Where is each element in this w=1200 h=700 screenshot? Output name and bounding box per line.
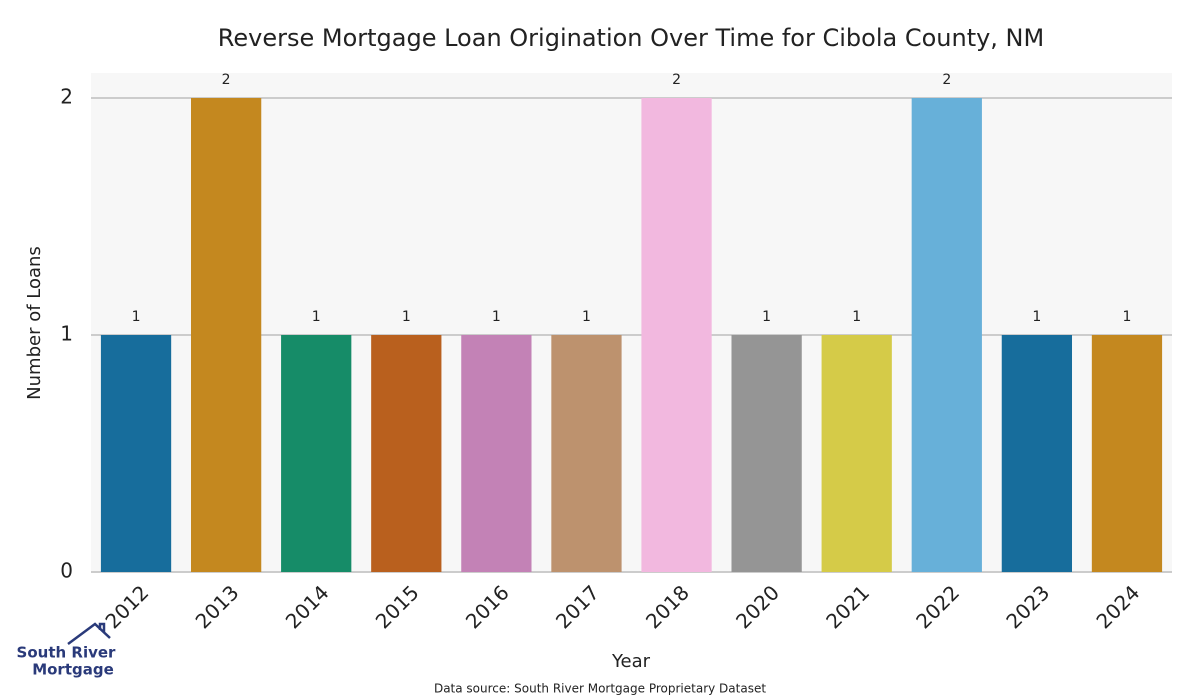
bar <box>1001 335 1073 572</box>
bar <box>371 335 442 572</box>
x-tick-label: 2012 <box>100 580 153 633</box>
y-axis-label: Number of Loans <box>24 246 45 400</box>
bar <box>461 335 532 572</box>
x-tick-label: 2013 <box>191 580 244 633</box>
logo-text: South River <box>17 644 117 662</box>
bar <box>911 98 982 572</box>
value-label: 1 <box>132 309 141 325</box>
x-tick-label: 2015 <box>371 580 424 633</box>
value-label: 1 <box>312 309 321 325</box>
bar <box>731 335 802 572</box>
x-tick-label: 2020 <box>731 580 784 633</box>
logo-text: Mortgage <box>32 661 114 679</box>
value-label: 1 <box>582 309 591 325</box>
bar <box>281 335 352 572</box>
bar <box>1091 335 1163 572</box>
bar <box>551 335 622 572</box>
y-tick-label: 1 <box>60 322 73 346</box>
value-label: 1 <box>402 309 411 325</box>
bar <box>190 98 262 572</box>
bar <box>100 335 172 572</box>
bar <box>821 335 892 572</box>
value-label: 1 <box>762 309 771 325</box>
value-label: 1 <box>1032 309 1041 325</box>
value-label: 2 <box>222 72 231 88</box>
logo-roof <box>67 622 111 646</box>
source-note: Data source: South River Mortgage Propri… <box>434 682 766 696</box>
value-label: 2 <box>942 72 951 88</box>
x-tick-label: 2017 <box>551 580 604 633</box>
value-label: 2 <box>672 72 681 88</box>
value-label: 1 <box>492 309 501 325</box>
x-tick-label: 2023 <box>1001 580 1054 633</box>
x-tick-label: 2018 <box>641 580 694 633</box>
logo: South River Mortgage <box>17 622 117 679</box>
y-tick-label: 2 <box>60 85 73 109</box>
chart-title: Reverse Mortgage Loan Origination Over T… <box>218 24 1044 52</box>
x-tick-label: 2021 <box>821 580 874 633</box>
x-tick-label: 2024 <box>1091 580 1144 633</box>
x-tick-label: 2016 <box>461 580 514 633</box>
x-tick-label: 2014 <box>281 580 334 633</box>
bar <box>641 98 712 572</box>
plot-background <box>91 73 1172 572</box>
y-tick-label: 0 <box>60 559 73 583</box>
value-label: 1 <box>1122 309 1131 325</box>
x-axis-label: Year <box>611 651 651 672</box>
x-tick-label: 2022 <box>911 580 964 633</box>
value-label: 1 <box>852 309 861 325</box>
